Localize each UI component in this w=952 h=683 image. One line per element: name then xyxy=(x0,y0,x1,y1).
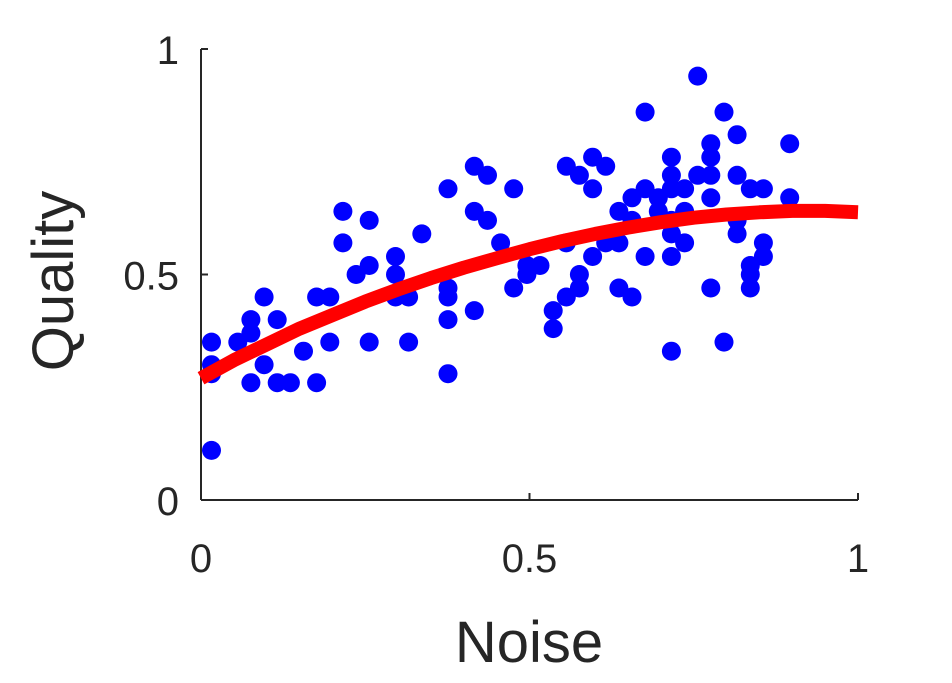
scatter-point-96 xyxy=(740,179,760,199)
scatter-point-93 xyxy=(740,278,760,298)
x-axis-title: Noise xyxy=(455,610,603,675)
scatter-point-60 xyxy=(609,233,629,253)
scatter-point-35 xyxy=(464,301,484,321)
scatter-point-9 xyxy=(254,287,274,307)
scatter-point-75 xyxy=(661,165,681,185)
scatter-point-82 xyxy=(701,278,721,298)
scatter-point-77 xyxy=(675,233,695,253)
scatter-point-5 xyxy=(241,373,261,393)
x-tick-label-1: 0.5 xyxy=(502,537,558,581)
scatter-point-11 xyxy=(267,310,287,330)
scatter-point-18 xyxy=(333,233,353,253)
scatter-point-15 xyxy=(307,287,327,307)
scatter-point-98 xyxy=(753,233,773,253)
scatter-point-47 xyxy=(543,301,563,321)
scatter-point-65 xyxy=(635,247,655,266)
scatter-point-84 xyxy=(701,165,721,185)
fit-curve-line xyxy=(197,203,859,385)
scatter-point-23 xyxy=(359,210,379,230)
scatter-point-17 xyxy=(320,287,340,307)
y-tick-label-0: 0 xyxy=(157,480,179,524)
scatter-point-62 xyxy=(622,287,642,307)
scatter-point-12 xyxy=(280,373,300,393)
scatter-point-89 xyxy=(727,224,747,244)
scatter-point-0 xyxy=(202,440,221,460)
scatter-point-81 xyxy=(688,66,708,86)
scatter-point-87 xyxy=(714,332,734,352)
scatter-point-80 xyxy=(688,165,708,185)
scatter-point-13 xyxy=(294,341,313,361)
scatter-point-44 xyxy=(517,256,537,275)
scatter-point-22 xyxy=(359,256,379,275)
scatter-point-91 xyxy=(727,165,747,185)
scatter-point-39 xyxy=(478,165,497,185)
scatter-point-16 xyxy=(320,332,340,352)
scatter-point-33 xyxy=(438,278,458,298)
scatter-point-85 xyxy=(701,147,721,167)
scatter-point-25 xyxy=(386,265,405,284)
scatter-point-40 xyxy=(491,233,511,253)
scatter-point-79 xyxy=(675,179,695,199)
scatter-point-38 xyxy=(478,210,497,230)
scatter-point-30 xyxy=(438,364,458,384)
y-tick-label-1: 0.5 xyxy=(123,255,179,299)
scatter-point-54 xyxy=(583,247,603,266)
scatter-point-92 xyxy=(727,125,747,145)
scatter-point-14 xyxy=(307,373,327,393)
scatter-point-8 xyxy=(254,355,274,375)
scatter-point-10 xyxy=(267,373,287,393)
scatter-point-71 xyxy=(661,247,681,266)
scatter-point-86 xyxy=(701,134,721,154)
scatter-point-55 xyxy=(583,179,603,199)
scatter-point-46 xyxy=(543,319,563,339)
scatter-point-7 xyxy=(241,310,261,330)
scatter-point-83 xyxy=(701,188,721,208)
scatter-point-70 xyxy=(661,341,681,361)
axis-ticks: 0 0.5 1 0 0.5 1 xyxy=(123,29,869,581)
scatter-point-27 xyxy=(399,332,419,352)
scatter-point-67 xyxy=(635,102,655,122)
y-axis-title: Quality xyxy=(21,191,86,372)
scatter-point-101 xyxy=(780,134,800,154)
y-tick-label-2: 1 xyxy=(157,29,179,73)
scatter-point-74 xyxy=(661,179,681,199)
scatter-point-51 xyxy=(569,278,589,298)
scatter-point-58 xyxy=(596,156,616,176)
scatter-point-42 xyxy=(504,179,524,199)
scatter-point-88 xyxy=(714,102,734,122)
scatter-point-41 xyxy=(504,278,524,298)
scatter-point-52 xyxy=(569,265,589,284)
scatter-point-99 xyxy=(753,179,773,199)
scatter-point-45 xyxy=(530,256,550,275)
scatter-point-97 xyxy=(753,247,773,266)
scatter-point-31 xyxy=(438,310,458,330)
x-tick-label-0: 0 xyxy=(190,537,212,581)
x-tick-label-2: 1 xyxy=(847,537,869,581)
scatter-point-34 xyxy=(438,179,458,199)
scatter-point-21 xyxy=(359,332,379,352)
scatter-point-3 xyxy=(202,332,221,352)
scatter-point-76 xyxy=(661,147,681,167)
scatter-point-53 xyxy=(569,165,589,185)
scatter-point-100 xyxy=(780,188,800,208)
scatter-point-26 xyxy=(386,247,405,266)
scatter-point-6 xyxy=(241,323,261,343)
scatter-point-19 xyxy=(333,201,353,221)
scatter-point-29 xyxy=(412,224,432,244)
